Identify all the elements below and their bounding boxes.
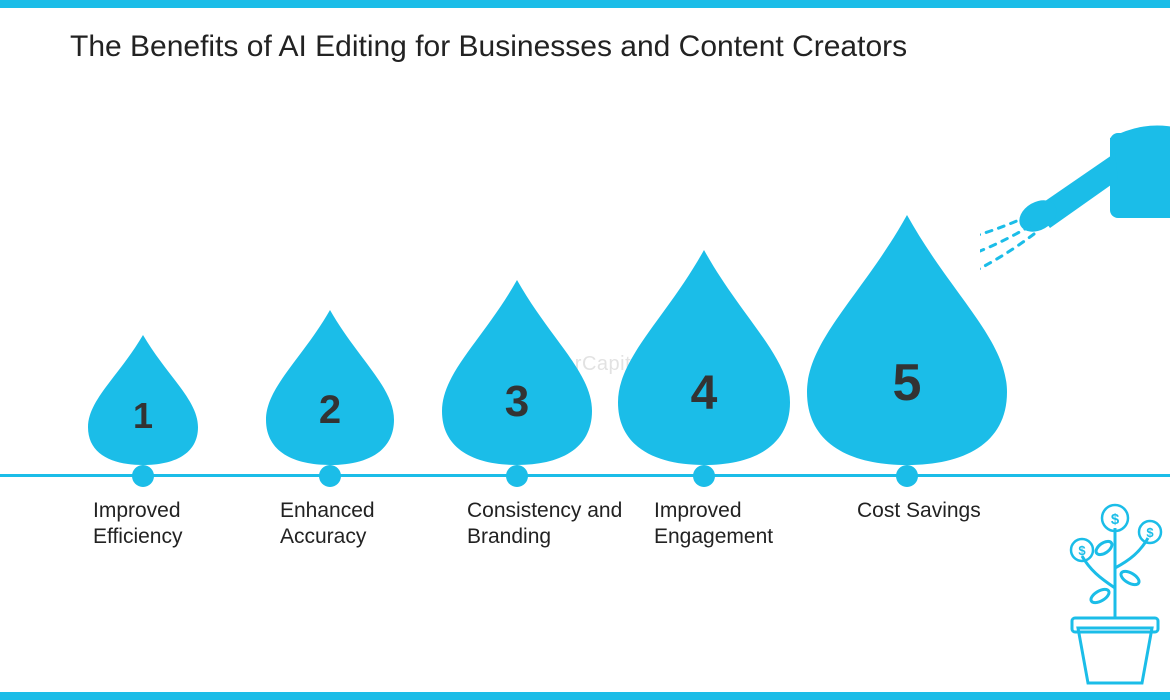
timeline-dot	[319, 465, 341, 487]
benefit-label: Cost Savings	[857, 498, 981, 524]
timeline-axis	[0, 474, 1170, 477]
page-title: The Benefits of AI Editing for Businesse…	[70, 30, 907, 64]
svg-text:$: $	[1078, 543, 1086, 558]
benefit-drop: 1	[88, 335, 198, 465]
benefit-number: 2	[319, 388, 341, 433]
benefit-drop: 2	[266, 310, 394, 465]
benefit-label: Enhanced Accuracy	[280, 498, 450, 551]
money-plant-icon: $ $ $	[1060, 478, 1170, 688]
watering-can-icon	[980, 98, 1170, 278]
benefit-number: 3	[505, 377, 529, 427]
svg-text:$: $	[1146, 525, 1154, 540]
timeline-dot	[896, 465, 918, 487]
timeline-dot	[693, 465, 715, 487]
benefit-drop: 5	[807, 215, 1007, 465]
benefit-label: Improved Engagement	[654, 498, 824, 551]
timeline-dot	[506, 465, 528, 487]
benefit-number: 5	[893, 353, 922, 413]
benefit-label: Consistency and Branding	[467, 498, 637, 551]
benefit-number: 4	[691, 366, 718, 421]
benefit-label: Improved Efficiency	[93, 498, 263, 551]
benefit-number: 1	[133, 395, 153, 437]
svg-text:$: $	[1111, 511, 1120, 528]
benefit-drop: 4	[618, 250, 790, 465]
timeline-dot	[132, 465, 154, 487]
benefit-drop: 3	[442, 280, 592, 465]
